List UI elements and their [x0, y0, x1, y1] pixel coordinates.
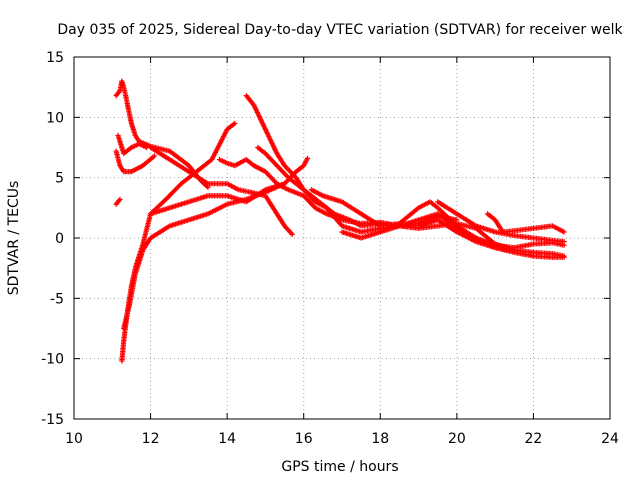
- data-point: [117, 196, 123, 202]
- x-tick-label: 20: [448, 431, 466, 447]
- grid: [74, 57, 610, 419]
- data-series: [113, 78, 567, 364]
- y-tick-label: -5: [50, 291, 64, 307]
- series-track-11: [255, 144, 567, 260]
- data-point: [561, 229, 567, 235]
- data-point: [561, 254, 567, 260]
- x-tick-label: 16: [295, 431, 313, 447]
- data-point: [232, 120, 238, 126]
- chart-title: Day 035 of 2025, Sidereal Day-to-day VTE…: [57, 22, 623, 38]
- axis-ticks: [73, 56, 611, 420]
- y-tick-label: -10: [41, 352, 64, 368]
- series-track-2: [115, 132, 150, 157]
- y-tick-label: 5: [55, 171, 64, 187]
- x-tick-label: 18: [371, 431, 389, 447]
- series-track-12: [308, 187, 510, 253]
- data-point: [289, 231, 295, 237]
- series-track-4: [113, 196, 123, 207]
- x-tick-label: 12: [142, 431, 160, 447]
- data-point: [151, 153, 157, 159]
- axis-tick-labels: 10 12 14 16 18 20 22 24 -15 -10 -5 0 5 10 15: [41, 50, 619, 447]
- series-track-15: [339, 213, 460, 241]
- x-tick-label: 22: [525, 431, 543, 447]
- y-tick-label: 15: [46, 50, 64, 66]
- series-track-14: [484, 211, 567, 235]
- x-axis-label: GPS time / hours: [281, 459, 398, 475]
- data-point: [454, 217, 460, 223]
- data-point: [561, 239, 567, 245]
- y-tick-label: 10: [46, 110, 64, 126]
- data-point: [504, 247, 510, 253]
- y-tick-label: -15: [41, 412, 64, 428]
- x-tick-label: 14: [218, 431, 236, 447]
- series-track-8: [147, 144, 295, 237]
- y-axis-label: SDTVAR / TECUs: [6, 181, 22, 296]
- x-tick-label: 24: [601, 431, 619, 447]
- data-point: [304, 155, 311, 161]
- series-track-3: [113, 148, 157, 175]
- x-tick-label: 10: [65, 431, 83, 447]
- y-tick-label: 0: [55, 231, 64, 247]
